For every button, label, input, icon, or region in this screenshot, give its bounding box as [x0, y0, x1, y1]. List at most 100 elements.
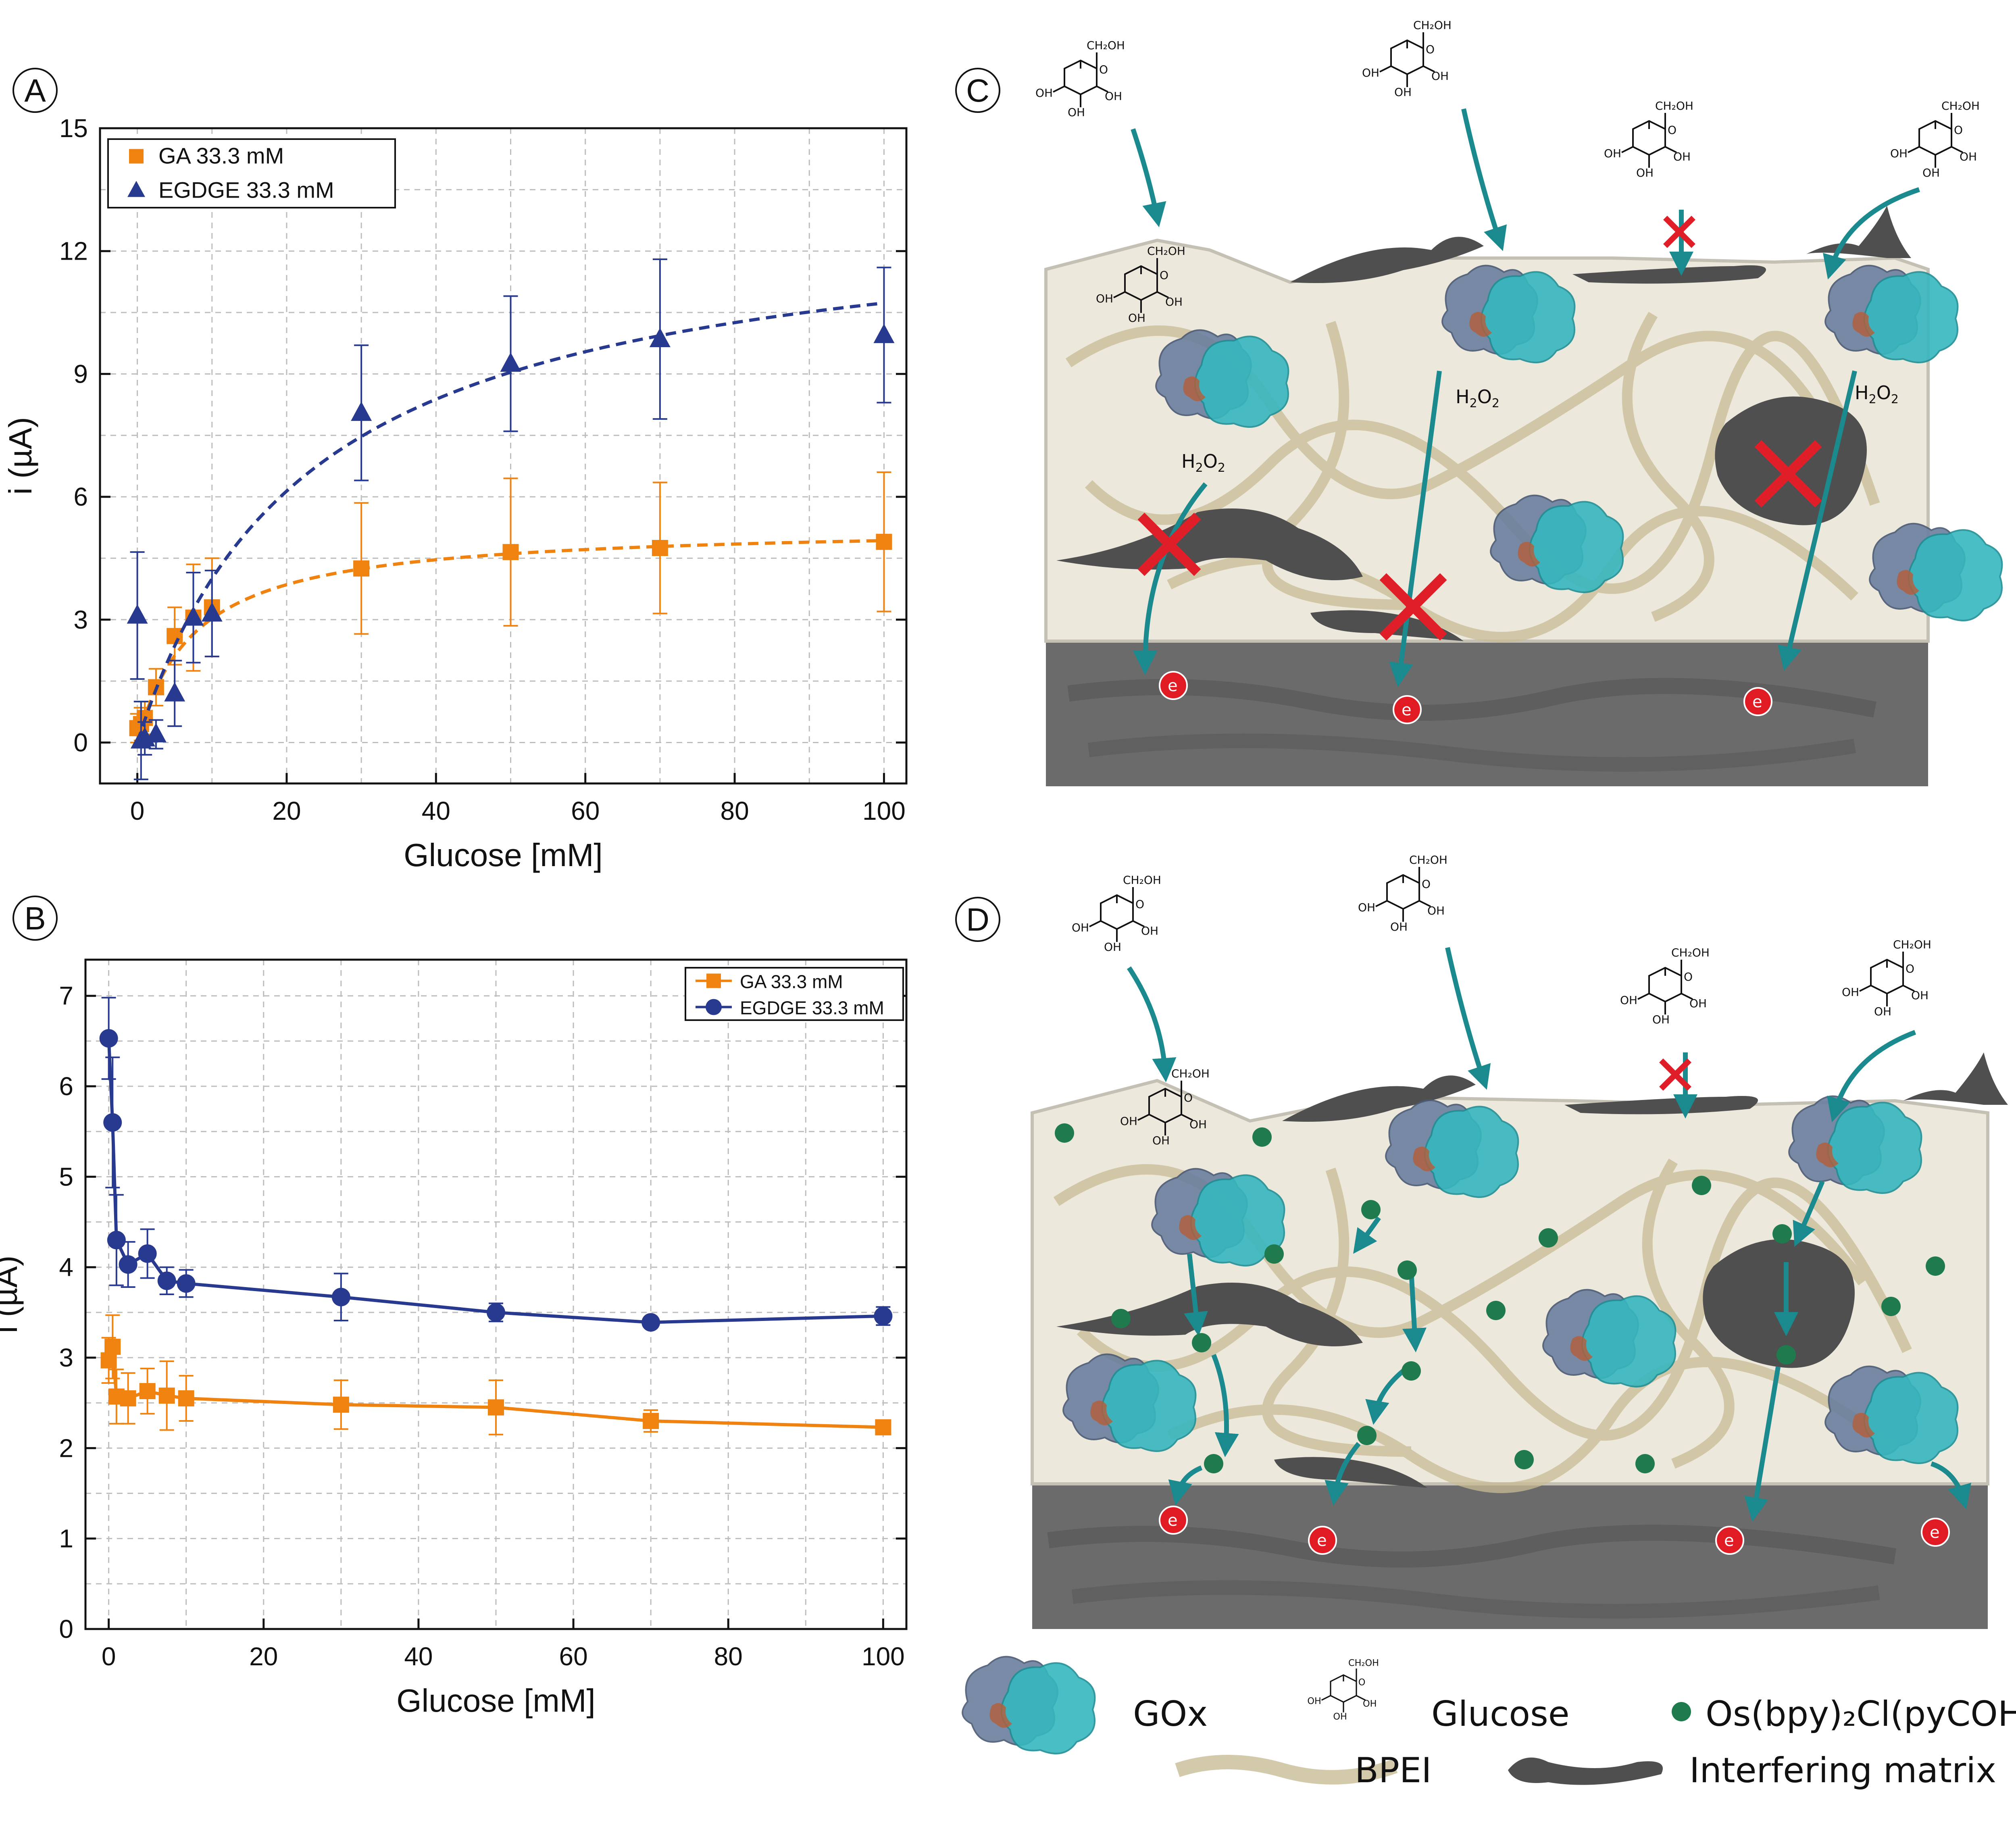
- x-tick-label-b-3: 60: [559, 1642, 587, 1671]
- point-a-ga-8: [502, 544, 519, 560]
- point-b-ga-1: [104, 1339, 121, 1355]
- x-tick-label-a-2: 40: [422, 796, 450, 825]
- x-tick-label-a-1: 20: [272, 796, 301, 825]
- glucose-ch2oh-7: CH₂OH: [1671, 946, 1710, 959]
- glucose-labels-4: CH₂OH O OH OH OH: [1096, 244, 1185, 325]
- legend-box-a: [107, 138, 396, 208]
- point-b-egdge-6: [177, 1274, 196, 1293]
- glucose-oh-a-1: OH: [1362, 66, 1379, 79]
- glucose-o-5: O: [1135, 898, 1144, 911]
- legend-glucose-label: Glucose: [1431, 1694, 1570, 1734]
- point-b-ga-10: [875, 1419, 891, 1435]
- electron-symbol-d3: e: [1724, 1531, 1734, 1550]
- glucose-ch2oh-8: CH₂OH: [1893, 938, 1931, 951]
- glucose-molecule-c3: [1621, 112, 1677, 169]
- reaction-arrows-c: [1131, 108, 1920, 687]
- x-tick-label-b-1: 20: [249, 1642, 278, 1671]
- point-b-ga-4: [139, 1383, 156, 1400]
- panel-a: A 0 20 40 60 80 100 0 3 6 9 12 15 Glucose [mM] i (µA)…: [2, 68, 908, 873]
- glucose-o-7: O: [1684, 970, 1693, 983]
- point-a-egdge-10: [873, 323, 895, 343]
- point-b-egdge-3: [119, 1255, 137, 1274]
- point-b-egdge-9: [641, 1313, 660, 1332]
- glucose-oh-c-5: OH: [1141, 924, 1158, 937]
- legend-matrix-icon: [1508, 1757, 1663, 1785]
- glucose-ch2oh-3: CH₂OH: [1941, 99, 1980, 112]
- glucose-oh-b-8: OH: [1874, 1005, 1891, 1018]
- glucose-o-0: O: [1099, 63, 1108, 76]
- glucose-o-2: O: [1668, 123, 1677, 137]
- glucose-o-4: O: [1160, 269, 1168, 282]
- glucose-oh-c-0: OH: [1105, 90, 1122, 103]
- glucose-oh-c-6: OH: [1427, 904, 1445, 917]
- glucose-oh-b-7: OH: [1652, 1013, 1670, 1026]
- glucose-oh-c-8: OH: [1911, 989, 1929, 1002]
- glucose-labels-1: CH₂OH O OH OH OH: [1362, 19, 1452, 99]
- point-b-ga-3: [120, 1390, 136, 1406]
- point-a-egdge-0: [127, 604, 148, 624]
- glucose-oh-c-2: OH: [1673, 150, 1691, 163]
- y-axis-title-b: i (µA): [0, 1256, 24, 1333]
- glucose-molecule-d1: [1089, 886, 1145, 943]
- y-tick-label-a-5: 15: [59, 114, 88, 143]
- glucose-oh-a-3: OH: [1890, 147, 1908, 160]
- y-tick-label-a-2: 6: [73, 482, 88, 511]
- panel-a-letter: A: [24, 73, 46, 108]
- x-tick-label-a-4: 80: [720, 796, 749, 825]
- gox-enzyme-c4: [1824, 265, 1959, 363]
- panel-b-letter: B: [24, 900, 46, 936]
- panel-b: B 0 20 40 60 80 100 0 1 2 3 4 5 6 7 Glucose [mM] i (µA)…: [0, 896, 908, 1719]
- legend-osmium-icon: [1672, 1702, 1691, 1721]
- electrode-texture-d: [1047, 1525, 1897, 1568]
- electron-symbol-c2: e: [1402, 701, 1412, 719]
- chart-b: 0 20 40 60 80 100 0 1 2 3 4 5 6 7 Glucose [mM] i (µA) GA…: [0, 958, 908, 1719]
- glucose-oh-b-10: OH: [1333, 1711, 1347, 1722]
- point-b-egdge-4: [138, 1244, 157, 1263]
- legend-box-b: [685, 967, 904, 1021]
- glucose-oh-a-5: OH: [1072, 921, 1089, 934]
- h2o2-label-c3: H2O2: [1855, 382, 1899, 406]
- glucose-oh-c-9: OH: [1189, 1118, 1207, 1131]
- point-a-egdge-6: [201, 602, 223, 622]
- y-tick-label-a-4: 12: [59, 237, 88, 266]
- glucose-o-9: O: [1184, 1091, 1193, 1104]
- glucose-ch2oh-4: CH₂OH: [1147, 244, 1185, 258]
- legend-label-a-ga: GA 33.3 mM: [158, 143, 284, 169]
- y-tick-label-b-7: 7: [59, 981, 73, 1010]
- glucose-oh-a-9: OH: [1120, 1114, 1137, 1128]
- panel-b-badge: [12, 896, 58, 941]
- glucose-o-8: O: [1906, 962, 1914, 975]
- panel-d-schematic: D: [955, 853, 2008, 1629]
- x-tick-label-b-4: 80: [714, 1642, 743, 1671]
- legend-matrix-label: Interfering matrix: [1689, 1750, 1996, 1791]
- x-tick-label-a-3: 60: [571, 796, 600, 825]
- reaction-arrows-d: [1127, 947, 1971, 1522]
- electron-symbol-d1: e: [1168, 1511, 1178, 1530]
- panel-c-schematic: C: [955, 19, 2003, 786]
- point-a-ga-4: [167, 628, 183, 644]
- plot-frame-b: [84, 958, 908, 1630]
- y-tick-label-b-5: 5: [59, 1162, 73, 1191]
- glucose-molecule-d4: [1859, 951, 1915, 1007]
- point-b-egdge-7: [331, 1287, 350, 1306]
- h2o2-label-c1: H2O2: [1181, 450, 1225, 475]
- y-tick-label-a-3: 9: [73, 359, 88, 388]
- glucose-o-1: O: [1426, 43, 1435, 56]
- point-b-ga-7: [333, 1396, 349, 1413]
- glucose-oh-b-5: OH: [1104, 940, 1121, 954]
- legend-label-b-egdge: EGDGE 33.3 mM: [740, 998, 884, 1019]
- glucose-ch2oh-0: CH₂OH: [1087, 39, 1125, 52]
- point-b-egdge-8: [487, 1303, 505, 1322]
- point-a-ga-10: [876, 533, 892, 550]
- electron-symbols-d: e e e e: [1168, 1511, 1940, 1550]
- glucose-labels-8: CH₂OH O OH OH OH: [1842, 938, 1931, 1018]
- x-tick-label-a-0: 0: [130, 796, 145, 825]
- electron-symbol-d2: e: [1317, 1531, 1327, 1550]
- blocked-crosses-c: [1137, 216, 1822, 641]
- glucose-oh-b-2: OH: [1636, 166, 1654, 179]
- point-b-ga-5: [158, 1387, 175, 1404]
- glucose-ch2oh-1: CH₂OH: [1413, 19, 1452, 32]
- glucose-oh-a-8: OH: [1842, 985, 1859, 999]
- electrode-texture-c2: [1087, 733, 1856, 772]
